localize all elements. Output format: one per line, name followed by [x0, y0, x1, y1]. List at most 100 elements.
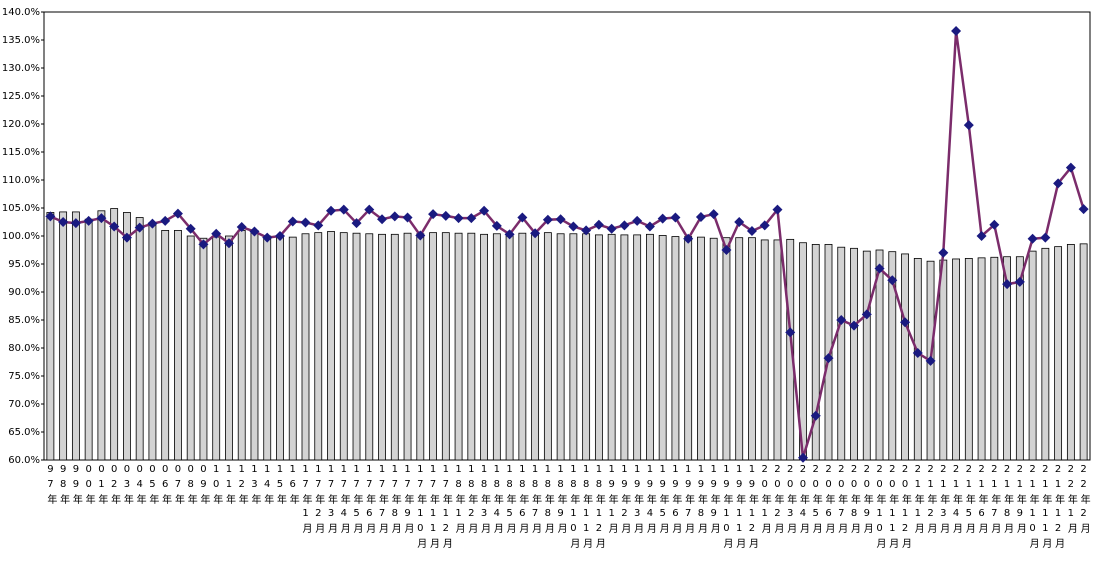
marker: [734, 217, 745, 227]
x-tick-label: 20年6月: [823, 464, 835, 537]
marker: [249, 226, 260, 237]
bar: [135, 217, 144, 461]
x-tick-label: 20年2月: [772, 464, 784, 537]
marker: [313, 220, 324, 231]
x-tick-label: 17年2月: [313, 464, 325, 537]
bar: [505, 233, 514, 461]
y-tick-label: 135.0%: [2, 35, 40, 46]
marker: [58, 217, 69, 227]
x-tick-label: 17年11月: [428, 464, 440, 552]
marker: [223, 238, 234, 249]
marker: [695, 211, 706, 222]
marker: [160, 215, 171, 226]
marker: [440, 210, 451, 221]
marker: [581, 225, 592, 236]
bar: [658, 235, 667, 461]
bar: [952, 258, 960, 461]
bar: [71, 211, 80, 461]
x-tick-label: 20年9月: [861, 464, 873, 537]
marker: [632, 215, 643, 226]
marker: [274, 231, 285, 241]
bar: [594, 234, 603, 461]
marker: [925, 355, 936, 366]
marker: [338, 204, 349, 215]
marker: [1040, 232, 1051, 243]
marker: [989, 219, 1000, 230]
bar: [250, 229, 259, 461]
marker: [823, 353, 834, 364]
x-tick-label: 18年5月: [504, 464, 516, 537]
marker: [351, 218, 362, 229]
x-tick-label: 06年: [160, 464, 172, 508]
y-tick-label: 85.0%: [8, 315, 40, 326]
marker: [185, 223, 196, 234]
bar: [735, 237, 744, 461]
x-tick-label: 20年4月: [797, 464, 809, 537]
x-tick-label: 19年9月: [708, 464, 720, 537]
bar: [888, 251, 897, 461]
marker: [198, 239, 209, 250]
x-tick-label: 20年10月: [874, 464, 886, 552]
x-tick-label: 07年: [172, 464, 184, 508]
marker: [1002, 279, 1013, 290]
x-tick-label: 17年8月: [389, 464, 401, 537]
x-tick-label: 04年: [134, 464, 146, 508]
x-tick-label: 21年9月: [1014, 464, 1026, 537]
y-tick-label: 115.0%: [2, 147, 40, 158]
bar: [403, 232, 412, 461]
x-tick-label: 20年8月: [849, 464, 861, 537]
x-tick-label: 18年2月: [466, 464, 478, 537]
marker: [746, 225, 757, 236]
bar: [1041, 247, 1050, 461]
bar: [339, 232, 348, 461]
x-tick-label: 00年: [83, 464, 95, 508]
x-tick-label: 20年12月: [900, 464, 912, 552]
bar: [824, 243, 833, 461]
x-tick-label: 16年: [287, 464, 299, 508]
x-tick-label: 17年4月: [338, 464, 350, 537]
x-tick-label: 19年4月: [644, 464, 656, 537]
bar: [722, 237, 731, 461]
marker: [479, 205, 490, 216]
marker: [542, 214, 553, 225]
marker: [887, 275, 898, 286]
y-tick-label: 90.0%: [8, 287, 40, 298]
marker: [1053, 178, 1064, 189]
marker: [428, 209, 439, 220]
x-tick-label: 10年: [211, 464, 223, 508]
x-tick-label: 14年: [262, 464, 274, 508]
x-tick-label: 18年3月: [479, 464, 491, 537]
marker: [109, 221, 120, 232]
marker: [1065, 162, 1076, 173]
x-tick-label: 18年11月: [581, 464, 593, 552]
x-tick-label: 17年7月: [377, 464, 389, 537]
bar: [174, 229, 182, 461]
bar: [1066, 243, 1075, 461]
x-tick-label: 17年5月: [351, 464, 363, 537]
marker: [683, 233, 694, 244]
bar: [901, 253, 909, 461]
x-tick-label: 13年: [249, 464, 261, 508]
x-tick-label: 19年1月: [606, 464, 618, 537]
marker: [211, 228, 222, 239]
bar: [556, 233, 565, 461]
x-tick-label: 21年3月: [938, 464, 950, 537]
bar: [939, 259, 948, 461]
x-tick-label: 09年: [198, 464, 210, 508]
marker: [759, 220, 770, 231]
marker: [45, 211, 56, 222]
x-tick-label: 18年8月: [542, 464, 554, 537]
x-tick-label: 19年3月: [632, 464, 644, 537]
bar: [378, 233, 386, 461]
marker: [976, 231, 987, 241]
marker: [121, 232, 132, 243]
y-tick-label: 65.0%: [8, 427, 40, 438]
marker: [606, 223, 617, 234]
bar: [212, 236, 221, 461]
marker: [300, 217, 311, 228]
bar: [875, 249, 884, 461]
bar: [276, 237, 284, 461]
x-tick-label: 20年7月: [836, 464, 848, 537]
marker: [912, 348, 923, 359]
bar: [531, 233, 540, 461]
